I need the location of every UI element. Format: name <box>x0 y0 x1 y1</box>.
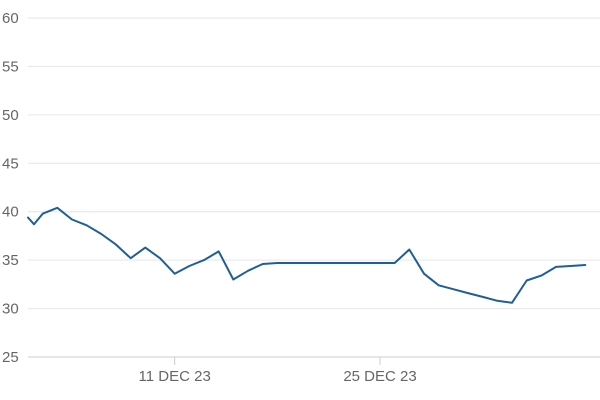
x-tick-label: 25 DEC 23 <box>343 368 416 385</box>
series-group <box>27 206 587 304</box>
y-tick-label: 30 <box>2 301 19 318</box>
y-tick-label: 40 <box>2 204 19 221</box>
series-line-0 <box>27 206 587 304</box>
y-tick-label: 55 <box>2 58 19 75</box>
y-tick-label: 60 <box>2 10 19 27</box>
y-tick-label: 45 <box>2 155 19 172</box>
y-axis-labels: 25 30 35 40 45 50 55 60 <box>2 10 19 366</box>
x-axis-ticks: 11 DEC 23 25 DEC 23 <box>139 357 417 385</box>
y-tick-label: 25 <box>2 349 19 366</box>
y-tick-label: 35 <box>2 252 19 269</box>
x-tick-label: 11 DEC 23 <box>139 368 211 385</box>
gridlines <box>28 17 600 310</box>
y-tick-label: 50 <box>2 107 19 124</box>
